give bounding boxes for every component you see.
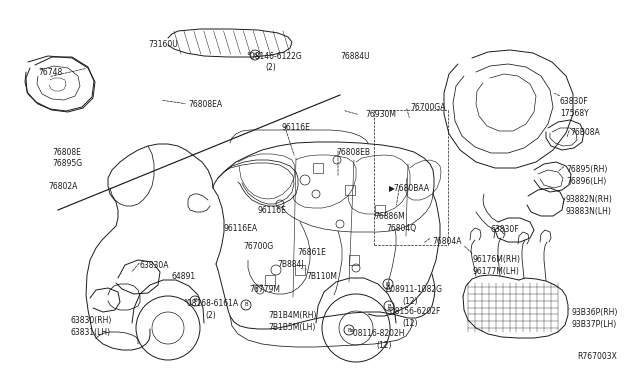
Text: 63830F: 63830F bbox=[560, 97, 589, 106]
Text: °08146-6122G: °08146-6122G bbox=[246, 52, 301, 61]
Text: (12): (12) bbox=[376, 341, 392, 350]
Text: 96116EA: 96116EA bbox=[224, 224, 258, 233]
Text: 76808EA: 76808EA bbox=[188, 100, 222, 109]
Text: ▶7680BAA: ▶7680BAA bbox=[389, 183, 430, 192]
Text: B: B bbox=[253, 52, 257, 58]
Text: °08116-8202H: °08116-8202H bbox=[349, 329, 404, 338]
Text: 63830(RH): 63830(RH) bbox=[70, 316, 111, 325]
Text: 7B884J: 7B884J bbox=[277, 260, 303, 269]
Text: 76895(RH): 76895(RH) bbox=[566, 165, 607, 174]
Text: 76804A: 76804A bbox=[432, 237, 461, 246]
Text: 7B1B5M(LH): 7B1B5M(LH) bbox=[268, 323, 316, 332]
Text: 63830A: 63830A bbox=[140, 261, 170, 270]
Text: (12): (12) bbox=[402, 319, 417, 328]
Text: 17568Y: 17568Y bbox=[560, 109, 589, 118]
Text: 76930M: 76930M bbox=[365, 110, 396, 119]
Bar bbox=[349, 255, 359, 265]
Text: R767003X: R767003X bbox=[577, 352, 617, 361]
Bar bbox=[345, 185, 355, 195]
Text: 76700GA: 76700GA bbox=[410, 103, 445, 112]
Bar bbox=[313, 163, 323, 173]
Text: B: B bbox=[387, 304, 391, 308]
Text: 93883N(LH): 93883N(LH) bbox=[566, 207, 612, 216]
Text: N: N bbox=[386, 282, 390, 286]
Text: 96116E: 96116E bbox=[282, 123, 311, 132]
Text: 76861E: 76861E bbox=[297, 248, 326, 257]
Text: 63831(LH): 63831(LH) bbox=[70, 328, 110, 337]
Text: 93B36P(RH): 93B36P(RH) bbox=[572, 308, 618, 317]
Text: 76896(LH): 76896(LH) bbox=[566, 177, 606, 186]
Text: 76B08A: 76B08A bbox=[570, 128, 600, 137]
Text: (2): (2) bbox=[205, 311, 216, 320]
Text: 96176M(RH): 96176M(RH) bbox=[473, 255, 521, 264]
Text: 76884U: 76884U bbox=[340, 52, 370, 61]
Bar bbox=[295, 265, 305, 275]
Text: 76748: 76748 bbox=[38, 68, 62, 77]
Text: 96116E: 96116E bbox=[258, 206, 287, 215]
Text: B: B bbox=[193, 298, 197, 304]
Text: 76802A: 76802A bbox=[48, 182, 77, 191]
Text: 93882N(RH): 93882N(RH) bbox=[566, 195, 613, 204]
Text: 76886M: 76886M bbox=[374, 212, 404, 221]
Text: (12): (12) bbox=[402, 297, 417, 306]
Text: 7B110M: 7B110M bbox=[306, 272, 337, 281]
Text: °08168-6161A: °08168-6161A bbox=[183, 299, 238, 308]
Text: 64891: 64891 bbox=[172, 272, 196, 281]
Text: °08156-6202F: °08156-6202F bbox=[386, 307, 440, 316]
Text: 76895G: 76895G bbox=[52, 159, 82, 168]
Text: B: B bbox=[347, 327, 351, 333]
Text: 76700G: 76700G bbox=[243, 242, 273, 251]
Bar bbox=[375, 205, 385, 215]
Bar bbox=[265, 275, 275, 285]
Text: 76779M: 76779M bbox=[249, 285, 280, 294]
Text: 76808EB: 76808EB bbox=[336, 148, 370, 157]
Text: B: B bbox=[244, 302, 248, 308]
Text: 7B1B4M(RH): 7B1B4M(RH) bbox=[268, 311, 317, 320]
Text: 93B37P(LH): 93B37P(LH) bbox=[572, 320, 617, 329]
Text: 96177M(LH): 96177M(LH) bbox=[473, 267, 520, 276]
Text: Δ08911-1082G: Δ08911-1082G bbox=[386, 285, 443, 294]
Text: 76804Q: 76804Q bbox=[386, 224, 416, 233]
Text: (2): (2) bbox=[265, 63, 276, 72]
Text: 73160U: 73160U bbox=[148, 40, 178, 49]
Text: 76808E: 76808E bbox=[52, 148, 81, 157]
Text: 63830F: 63830F bbox=[491, 225, 520, 234]
